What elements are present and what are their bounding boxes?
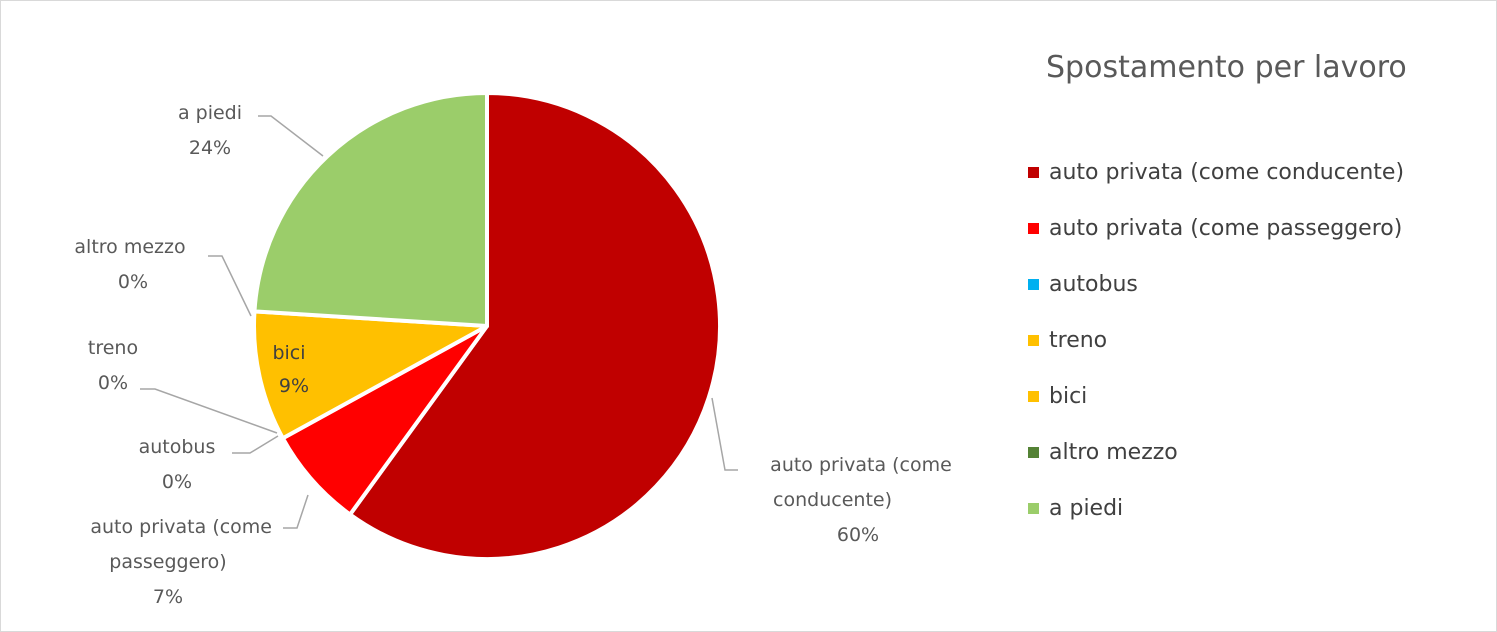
pie-slice-auto-privata-come-conducente (348, 91, 722, 561)
leader-line-autobus (232, 435, 279, 454)
data-label-name-auto-privata-come-passeggero-cont: passeggero) (109, 551, 226, 573)
legend-label-auto-privata-come-conducente: auto privata (come conducente) (1049, 159, 1405, 185)
pie-chart: auto privata (come conducente) 60% auto pr… (74, 91, 952, 608)
legend-item-bici: bici (1028, 368, 1404, 424)
chart-title: Spostamento per lavoro (1046, 50, 1407, 85)
legend-label-a-piedi: a piedi (1049, 495, 1124, 521)
data-label-value-autobus: 0% (162, 471, 192, 493)
legend: auto privata (come conducente) auto priva… (1028, 144, 1404, 536)
legend-item-treno: treno (1028, 312, 1404, 368)
legend-label-auto-privata-come-passeggero: auto privata (come passeggero) (1049, 215, 1403, 241)
leader-line-treno (140, 388, 278, 434)
legend-label-bici: bici (1049, 383, 1088, 409)
data-label-name-auto-privata-come-passeggero: auto privata (come (90, 516, 272, 538)
legend-swatch-autobus (1028, 278, 1039, 290)
data-label-value-treno: 0% (98, 372, 128, 394)
legend-swatch-auto-privata-come-passeggero (1028, 222, 1039, 234)
data-label-value-altro-mezzo: 0% (118, 271, 148, 293)
data-label-name-bici: bici (272, 342, 305, 364)
legend-swatch-treno (1028, 334, 1039, 346)
pie-slices (252, 91, 722, 561)
legend-label-autobus: autobus (1049, 271, 1138, 297)
legend-item-a-piedi: a piedi (1028, 480, 1404, 536)
leader-line-a-piedi (258, 115, 324, 157)
legend-swatch-auto-privata-come-conducente (1028, 166, 1039, 178)
data-label-value-auto-privata-come-conducente: 60% (837, 524, 879, 546)
leader-line-altro-mezzo (208, 255, 252, 317)
data-label-name-treno: treno (88, 337, 138, 359)
legend-item-auto-privata-come-conducente: auto privata (come conducente) (1028, 144, 1404, 200)
legend-item-altro-mezzo: altro mezzo (1028, 424, 1404, 480)
data-labels: auto privata (come conducente) 60% auto pr… (74, 102, 951, 608)
legend-item-auto-privata-come-passeggero: auto privata (come passeggero) (1028, 200, 1404, 256)
legend-swatch-altro-mezzo (1028, 446, 1039, 458)
leader-line-auto-privata-come-passeggero (283, 494, 309, 529)
data-label-name-auto-privata-come-conducente-cont: conducente) (773, 489, 892, 511)
data-label-value-a-piedi: 24% (189, 137, 231, 159)
leader-line-auto-privata-come-conducente (711, 397, 738, 471)
data-label-value-auto-privata-come-passeggero: 7% (153, 586, 183, 608)
legend-label-treno: treno (1049, 327, 1108, 353)
data-label-value-bici: 9% (279, 375, 309, 397)
data-label-name-auto-privata-come-conducente: auto privata (come (770, 454, 952, 476)
legend-label-altro-mezzo: altro mezzo (1049, 439, 1178, 465)
data-label-name-altro-mezzo: altro mezzo (74, 236, 185, 258)
pie-slice-a-piedi (252, 91, 489, 328)
legend-swatch-bici (1028, 390, 1039, 402)
data-label-name-a-piedi: a piedi (178, 102, 242, 124)
data-label-name-autobus: autobus (139, 436, 216, 458)
pie-slice-bici (252, 309, 489, 441)
legend-swatch-a-piedi (1028, 502, 1039, 514)
legend-item-autobus: autobus (1028, 256, 1404, 312)
leader-lines (140, 115, 738, 529)
